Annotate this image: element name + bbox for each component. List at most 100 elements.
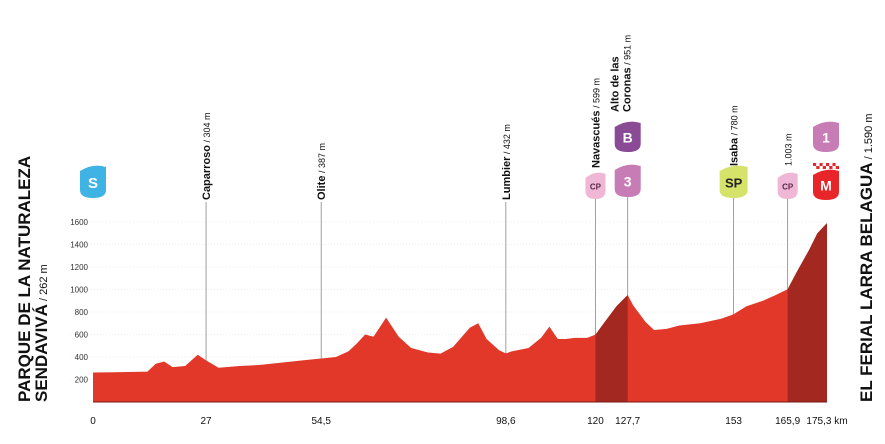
marker-label: Navascués / 599 m: [590, 78, 602, 168]
checkered-cell: [822, 163, 826, 166]
start-badge-shape: [80, 165, 106, 198]
start-badge: S: [80, 165, 106, 198]
checkered-cell: [816, 163, 820, 166]
checkered-cell: [829, 166, 833, 169]
marker-altitude: / 951 m: [623, 35, 633, 68]
marker-name: Caparroso / 304 m: [201, 112, 213, 200]
start-label: PARQUE DE LA NATURALEZA SENDAVIVÁ / 262 …: [15, 156, 51, 402]
marker-altitude: / 387 m: [317, 143, 327, 176]
y-tick-label: 1400: [70, 241, 88, 250]
y-tick-label: 800: [75, 308, 89, 317]
marker-altitude: 1.003 m: [784, 133, 794, 166]
marker-label: Alto de las Coronas / 951 m: [610, 35, 634, 112]
x-tick-label: 98,6: [496, 416, 516, 427]
finish-badge-shape: [813, 169, 839, 200]
category-badge-shape: [614, 164, 641, 197]
finish-label: EL FERIAL LARRA BELAGUA / 1.590 m: [857, 114, 876, 403]
marker-name-text: Navascués: [590, 111, 602, 169]
checkpoint-badge-label: CP: [590, 183, 602, 192]
marker-altitude: / 304 m: [202, 112, 212, 145]
climb-segment: [787, 223, 827, 402]
climb-segment: [595, 295, 628, 402]
category-badge: 3: [614, 164, 641, 197]
marker-name-text: Caparroso: [201, 145, 213, 200]
marker-name-text: Isaba: [729, 137, 741, 166]
sprint-badge-shape: [719, 165, 748, 198]
checkered-cell: [819, 166, 823, 169]
climb-segments: [93, 223, 827, 403]
checkered-cell: [829, 163, 833, 166]
svg-text:PARQUE DE LA NATURALEZA: PARQUE DE LA NATURALEZA: [15, 156, 34, 402]
checkpoint-badge-shape: [777, 172, 798, 199]
marker-label: Caparroso / 304 m: [201, 112, 213, 200]
y-tick-label: 600: [75, 331, 89, 340]
marker-altitude: / 599 m: [591, 78, 601, 111]
x-tick-label: 27: [200, 416, 212, 427]
checkered-cell: [832, 166, 836, 169]
bonus-badge-label: B: [623, 130, 633, 146]
checkpoint-badge-label: CP: [782, 183, 794, 192]
finish-name: EL FERIAL LARRA BELAGUA: [857, 162, 876, 402]
checkpoint-badge: CP: [777, 172, 798, 199]
y-tick-label: 200: [75, 376, 89, 385]
category-badge-label: 3: [624, 174, 632, 190]
marker-name: Olite / 387 m: [316, 143, 328, 200]
y-tick-label: 400: [75, 353, 89, 362]
start-name-line1: PARQUE DE LA NATURALEZA: [15, 156, 34, 402]
svg-text:SENDAVIVÁ / 262 m: SENDAVIVÁ / 262 m: [32, 264, 51, 402]
marker-label: Lumbier / 432 m: [501, 124, 513, 200]
bonus-badge-shape: [614, 121, 641, 152]
marker-name-text: Lumbier: [501, 156, 513, 200]
marker-name: Alto de las: [610, 56, 622, 112]
marker-label: 1.003 m: [784, 133, 794, 166]
x-axis: 0 27 54,5 98,6 120 127,7 153 165,9 175,3 km: [90, 416, 847, 427]
marker-labels: Caparroso / 304 m Olite / 387 m Lumbier / …: [201, 35, 794, 200]
x-tick-label: 0: [90, 416, 96, 427]
checkered-cell: [816, 166, 820, 169]
badges: S CP 3 B SP CP 1 M: [80, 121, 839, 200]
marker-altitude: / 432 m: [502, 124, 512, 157]
finish-category-badge-label: 1: [822, 130, 830, 146]
x-tick-label: 127,7: [615, 416, 640, 427]
marker-name: Isaba / 780 m: [729, 105, 741, 166]
y-axis: 200 400 600 800 1000 1200 1400 1600: [70, 218, 88, 385]
marker-name-line2: Coronas: [622, 67, 634, 112]
checkered-cell: [832, 163, 836, 166]
marker-label: Olite / 387 m: [316, 143, 328, 200]
checkpoint-badge: CP: [585, 172, 606, 199]
y-tick-label: 1600: [70, 218, 88, 227]
checkered-cell: [819, 163, 823, 166]
y-tick-label: 1200: [70, 263, 88, 272]
marker-name: Coronas / 951 m: [622, 35, 634, 112]
marker-name: Lumbier / 432 m: [501, 124, 513, 200]
finish-badge: M: [813, 169, 839, 200]
x-tick-label: 175,3 km: [806, 416, 847, 427]
checkpoint-badge-shape: [585, 172, 606, 199]
checkered-cell: [813, 163, 817, 166]
svg-text:EL FERIAL LARRA BELAGUA / 1.59: EL FERIAL LARRA BELAGUA / 1.590 m: [857, 114, 876, 403]
x-tick-label: 153: [725, 416, 742, 427]
checkered-cell: [835, 163, 839, 166]
marker-name: Navascués / 599 m: [590, 78, 602, 168]
marker-label: Isaba / 780 m: [729, 105, 741, 166]
sprint-badge-label: SP: [725, 175, 743, 190]
sprint-badge: SP: [719, 165, 748, 198]
finish-category-badge-shape: [813, 121, 839, 152]
start-badge-label: S: [88, 175, 98, 192]
marker-altitude: / 780 m: [730, 105, 740, 138]
checkered-cell: [826, 163, 830, 166]
elevation-profile-area: [93, 223, 827, 402]
finish-category-badge: 1: [813, 121, 839, 152]
start-altitude: / 262 m: [38, 264, 50, 304]
bonus-badge: B: [614, 121, 641, 152]
x-tick-label: 165,9: [775, 416, 800, 427]
finish-badge-label: M: [820, 178, 832, 194]
x-tick-label: 54,5: [311, 416, 331, 427]
marker-name-text: Olite: [316, 176, 328, 200]
x-tick-label: 120: [587, 416, 604, 427]
checkered-cell: [835, 166, 839, 169]
finish-altitude: / 1.590 m: [863, 114, 875, 163]
checkered-cell: [822, 166, 826, 169]
checkered-cell: [813, 166, 817, 169]
checkered-cell: [826, 166, 830, 169]
